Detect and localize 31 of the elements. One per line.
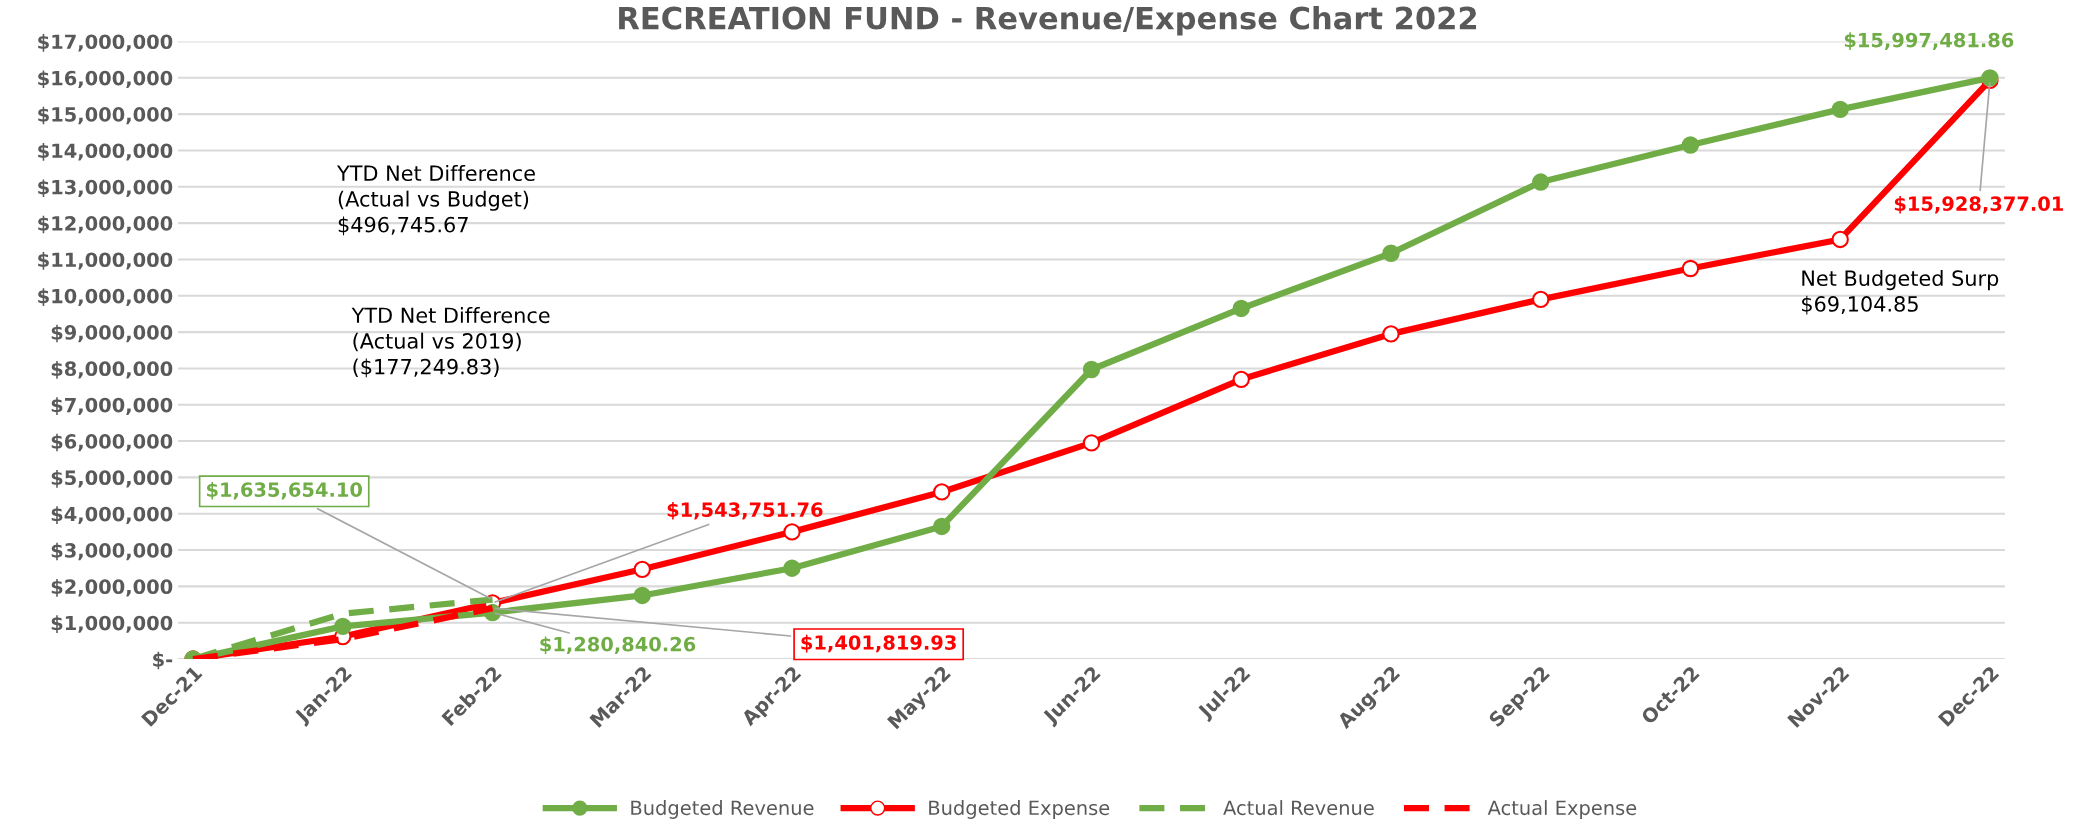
data-label: $15,997,481.86: [1844, 32, 2014, 50]
y-tick-label: $7,000,000: [51, 397, 173, 415]
data-label: $1,401,819.93: [801, 634, 956, 653]
y-tick-label: $8,000,000: [51, 361, 173, 379]
y-tick-label: $3,000,000: [51, 542, 173, 561]
data-label: $1,635,654.10: [206, 481, 362, 500]
y-tick-label: $14,000,000: [38, 143, 173, 161]
y-tick-label: $16,000,000: [38, 70, 173, 89]
y-tick-label: $1,000,000: [51, 615, 173, 633]
y-tick-label: $12,000,000: [38, 215, 173, 234]
y-tick-label: $6,000,000: [51, 433, 173, 452]
annotation: YTD Net Difference (Actual vs 2019) ($177,249.83): [351, 307, 550, 378]
legend-label: Budgeted Expense: [929, 800, 1110, 819]
data-label: $1,280,840.26: [540, 636, 696, 655]
annotation: YTD Net Difference (Actual vs Budget) $496,745.67: [336, 164, 535, 236]
chart-title: RECREATION FUND - Revenue/Expense Chart 2022: [619, 5, 1477, 36]
legend-label: Actual Expense: [1487, 800, 1637, 819]
y-tick-label: $15,000,000: [38, 106, 173, 125]
y-tick-label: $4,000,000: [51, 506, 173, 524]
y-tick-label: $9,000,000: [51, 324, 173, 343]
y-tick-label: $5,000,000: [51, 470, 173, 488]
legend-label: Actual Revenue: [1223, 800, 1374, 816]
y-tick-label: $10,000,000: [38, 288, 173, 306]
y-tick-label: $2,000,000: [51, 579, 173, 597]
annotation: Net Budgeted Surp $69,104.85: [1802, 269, 1999, 315]
y-tick-label: $11,000,000: [38, 252, 173, 270]
data-label: $1,543,751.76: [667, 501, 823, 520]
legend-label: Budgeted Revenue: [631, 800, 814, 819]
data-label: $15,928,377.01: [1894, 195, 2063, 214]
y-tick-label: $17,000,000: [38, 34, 173, 52]
y-tick-label: $13,000,000: [38, 179, 173, 198]
